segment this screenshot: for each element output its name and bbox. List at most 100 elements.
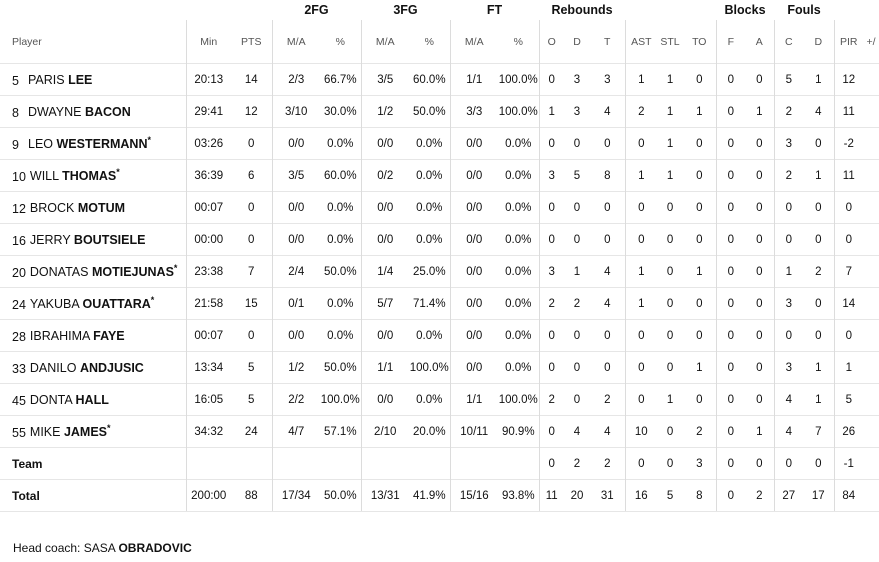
- cell-pir: 26: [833, 415, 864, 448]
- player-name-cell[interactable]: 5 PARIS LEE: [0, 63, 186, 96]
- cell-reb-t: 0: [590, 351, 626, 384]
- cell-ft-pct: 0.0%: [498, 319, 539, 352]
- player-row[interactable]: 28 IBRAHIMA FAYE 00:07 0 0/0 0.0% 0/0 0.0% 0/0 0.…: [0, 319, 879, 352]
- player-row[interactable]: 20 DONATAS MOTIEJUNAS* 23:38 7 2/4 50.0% 1/4 25…: [0, 255, 879, 288]
- cell-2fg-ma: 0/1: [271, 287, 320, 320]
- cell-min: 00:00: [185, 223, 231, 256]
- cell-ast: 0: [624, 351, 658, 384]
- cell-stl: 1: [657, 159, 684, 192]
- player-last-name: THOMAS: [62, 169, 117, 184]
- column-header-reb-d[interactable]: D: [573, 35, 581, 48]
- starter-marker: *: [147, 135, 151, 146]
- cell-pts: 0: [231, 127, 272, 160]
- player-name-cell[interactable]: 16 JERRY BOUTSIELE: [0, 223, 186, 256]
- cell-ast: 0: [624, 223, 658, 256]
- team-row: Team 0 2 2 0 0 3 0 0 0 0 -1: [0, 447, 879, 480]
- column-header-ast[interactable]: AST: [624, 20, 658, 64]
- cell-min: 21:58: [185, 287, 231, 320]
- column-header-foul-c[interactable]: C: [773, 20, 804, 64]
- player-name-cell[interactable]: 24 YAKUBA OUATTARA*: [0, 287, 186, 320]
- cell-3fg-pct: 41.9%: [409, 479, 450, 512]
- cell-ft-ma: 15/16: [449, 479, 498, 512]
- player-first-name: YAKUBA: [29, 297, 80, 312]
- column-header-blk-a[interactable]: A: [755, 35, 763, 48]
- cell-to: 0: [683, 191, 717, 224]
- player-row[interactable]: 55 MIKE JAMES* 34:32 24 4/7 57.1% 2/10 20.0% 10/…: [0, 415, 879, 448]
- cell-2fg-ma: 2/2: [271, 383, 320, 416]
- cell-ft-ma: 1/1: [449, 383, 498, 416]
- column-header-pir[interactable]: PIR: [833, 20, 864, 64]
- cell-2fg-ma: 0/0: [271, 127, 320, 160]
- player-name-cell[interactable]: 8 DWAYNE BACON: [0, 95, 186, 128]
- cell-3fg-ma: 3/5: [360, 63, 409, 96]
- column-header-reb-o[interactable]: O: [538, 20, 564, 64]
- group-header-3fg: 3FG: [393, 3, 418, 17]
- cell-ft-ma: 0/0: [449, 255, 498, 288]
- cell-min: [185, 447, 231, 480]
- cell-reb-d: 0: [564, 383, 590, 416]
- cell-blk-f: 0: [715, 191, 746, 224]
- column-header-min[interactable]: Min: [185, 20, 231, 64]
- cell-foul-c: 0: [773, 223, 804, 256]
- column-header-player[interactable]: Player: [12, 35, 42, 48]
- player-name-cell[interactable]: 12 BROCK MOTUM: [0, 191, 186, 224]
- cell-3fg-ma: 5/7: [360, 287, 409, 320]
- cell-reb-o: 0: [538, 223, 564, 256]
- player-row[interactable]: 10 WILL THOMAS* 36:39 6 3/5 60.0% 0/2 0.0% 0/0 0.…: [0, 159, 879, 192]
- cell-min: 00:07: [185, 319, 231, 352]
- cell-reb-t: 2: [590, 383, 626, 416]
- cell-reb-o: 0: [538, 63, 564, 96]
- cell-reb-d: 5: [564, 159, 590, 192]
- group-header-spacer: [0, 0, 272, 20]
- cell-foul-d: 0: [803, 191, 835, 224]
- column-header-ft-pct[interactable]: %: [513, 35, 523, 48]
- column-header-stl[interactable]: STL: [660, 35, 680, 48]
- player-name-cell[interactable]: 45 DONTA HALL: [0, 383, 186, 416]
- player-name-cell[interactable]: 55 MIKE JAMES*: [0, 415, 186, 448]
- player-row[interactable]: 12 BROCK MOTUM 00:07 0 0/0 0.0% 0/0 0.0% 0/0 0.0%…: [0, 191, 879, 224]
- player-row[interactable]: 24 YAKUBA OUATTARA* 21:58 15 0/1 0.0% 5/7 71.4%…: [0, 287, 879, 320]
- player-row[interactable]: 16 JERRY BOUTSIELE 00:00 0 0/0 0.0% 0/0 0.0% 0/0…: [0, 223, 879, 256]
- cell-blk-f: 0: [715, 351, 746, 384]
- cell-3fg-ma: 1/4: [360, 255, 409, 288]
- player-name-cell[interactable]: 20 DONATAS MOTIEJUNAS*: [0, 255, 186, 288]
- player-row[interactable]: 8 DWAYNE BACON 29:41 12 3/10 30.0% 1/2 50.0% 3/3…: [0, 95, 879, 128]
- cell-foul-c: 4: [773, 415, 804, 448]
- starter-marker: *: [173, 263, 178, 274]
- cell-reb-o: 0: [538, 191, 564, 224]
- player-number: 24: [12, 297, 26, 312]
- column-header-plus-minus[interactable]: +/: [866, 35, 876, 48]
- cell-reb-t: 0: [590, 127, 626, 160]
- column-header-to[interactable]: TO: [692, 35, 707, 48]
- cell-reb-d: 20: [564, 479, 590, 512]
- team-row-label: Team: [0, 447, 186, 480]
- cell-reb-t: 4: [590, 255, 626, 288]
- column-header-3fg-ma[interactable]: M/A: [360, 20, 409, 64]
- player-row[interactable]: 5 PARIS LEE 20:13 14 2/3 66.7% 3/5 60.0% 1/1 100.…: [0, 63, 879, 96]
- player-row[interactable]: 9 LEO WESTERMANN* 03:26 0 0/0 0.0% 0/0 0.0% 0/0 0…: [0, 127, 879, 160]
- column-header-3fg-pct[interactable]: %: [424, 35, 434, 48]
- column-header-blk-f[interactable]: F: [715, 20, 746, 64]
- column-header-ft-ma[interactable]: M/A: [449, 20, 498, 64]
- column-header-2fg-pct[interactable]: %: [335, 35, 345, 48]
- player-first-name: LEO: [28, 137, 54, 152]
- column-header-pts[interactable]: PTS: [241, 35, 262, 48]
- player-name-cell[interactable]: 10 WILL THOMAS*: [0, 159, 186, 192]
- column-header-reb-t[interactable]: T: [604, 35, 611, 48]
- player-row[interactable]: 45 DONTA HALL 16:05 5 2/2 100.0% 0/0 0.0% 1/1 100…: [0, 383, 879, 416]
- cell-reb-o: 0: [538, 127, 564, 160]
- player-name-cell[interactable]: 28 IBRAHIMA FAYE: [0, 319, 186, 352]
- player-name-cell[interactable]: 33 DANILO ANDJUSIC: [0, 351, 186, 384]
- cell-3fg-ma: [360, 447, 409, 480]
- cell-pir: 5: [833, 383, 864, 416]
- cell-2fg-pct: 0.0%: [320, 223, 361, 256]
- column-header-foul-d[interactable]: D: [814, 35, 823, 48]
- cell-reb-d: 2: [564, 287, 590, 320]
- player-last-name: WESTERMANN: [56, 137, 148, 152]
- player-row[interactable]: 33 DANILO ANDJUSIC 13:34 5 1/2 50.0% 1/1 100.0%…: [0, 351, 879, 384]
- cell-min: 03:26: [185, 127, 231, 160]
- column-header-2fg-ma[interactable]: M/A: [271, 20, 320, 64]
- group-header-ft: FT: [486, 3, 503, 17]
- player-name-cell[interactable]: 9 LEO WESTERMANN*: [0, 127, 186, 160]
- cell-ft-pct: [498, 447, 539, 480]
